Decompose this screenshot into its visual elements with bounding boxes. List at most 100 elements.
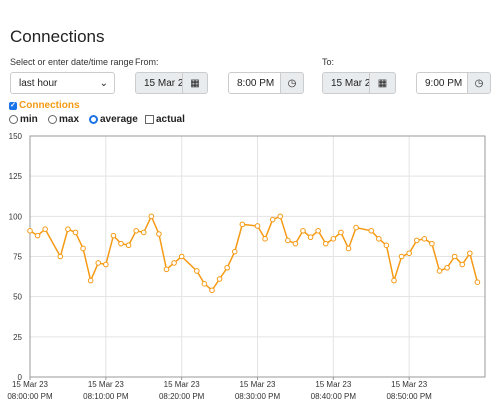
- x-tick-label: 15 Mar 23: [88, 380, 125, 389]
- data-point: [65, 226, 71, 232]
- data-point: [444, 264, 450, 271]
- data-point: [292, 240, 299, 247]
- data-point: [269, 216, 276, 223]
- x-tick-label: 08:40:00 PM: [311, 392, 357, 401]
- y-tick-label: 75: [13, 253, 22, 262]
- data-point: [474, 279, 481, 286]
- data-point: [421, 236, 428, 242]
- range-select[interactable]: last hour ⌄: [10, 72, 115, 94]
- data-point: [413, 237, 420, 244]
- data-point: [406, 250, 412, 257]
- from-time[interactable]: 8:00 PM: [228, 72, 281, 94]
- radio-circle: [89, 115, 98, 124]
- data-point: [330, 236, 337, 242]
- data-point: [338, 229, 344, 236]
- data-point: [171, 260, 177, 266]
- y-tick-label: 100: [9, 212, 23, 221]
- actual-label: actual: [156, 114, 185, 125]
- data-point: [163, 266, 170, 273]
- x-tick-label: 08:50:00 PM: [386, 392, 432, 401]
- y-tick-label: 125: [9, 172, 23, 181]
- data-point: [209, 287, 215, 294]
- data-point: [467, 250, 473, 257]
- data-point: [429, 240, 435, 247]
- actual-toggle[interactable]: actual: [145, 114, 185, 125]
- data-point: [322, 240, 329, 247]
- data-point: [110, 232, 117, 239]
- data-point: [398, 253, 405, 260]
- series-toggle[interactable]: ✓ Connections: [9, 100, 80, 111]
- x-tick-label: 15 Mar 23: [315, 380, 352, 389]
- page-title: Connections: [10, 27, 105, 46]
- dropdown-arrow: ⌄: [99, 77, 108, 89]
- from-label: From:: [135, 57, 159, 67]
- clock-button[interactable]: ◷: [280, 72, 304, 94]
- from-date[interactable]: 15 Mar 2: [135, 72, 183, 94]
- legend-label: Connections: [19, 100, 80, 111]
- data-point: [95, 260, 102, 266]
- data-point: [436, 268, 443, 274]
- chart: 0 25 50 75 100 125 150 15 Mar 23 08:00:00 PM 15 M…: [7, 132, 486, 401]
- plot-frame: [29, 135, 486, 378]
- data-point: [80, 245, 86, 252]
- data-point: [254, 223, 261, 229]
- x-tick-label: 08:00:00 PM: [7, 392, 53, 401]
- data-point: [285, 237, 291, 244]
- mode-label: max: [59, 114, 80, 125]
- data-point: [262, 236, 268, 242]
- mode-radio[interactable]: max: [48, 114, 79, 125]
- data-point: [156, 231, 162, 237]
- data-point: [72, 229, 79, 236]
- data-point: [133, 227, 139, 234]
- data-point: [178, 253, 185, 260]
- x-tick-label: 08:20:00 PM: [159, 392, 205, 401]
- calendar-button[interactable]: ▦: [369, 72, 396, 94]
- x-tick-label: 15 Mar 23: [239, 380, 276, 389]
- data-point: [125, 242, 132, 249]
- data-point: [391, 277, 397, 284]
- clock-button[interactable]: ◷: [467, 72, 491, 94]
- y-tick-label: 0: [18, 373, 23, 382]
- x-tick-label: 08:10:00 PM: [83, 392, 129, 401]
- range-label: Select or enter date/time range: [10, 57, 134, 67]
- data-point: [224, 264, 230, 271]
- x-tick-label: 08:30:00 PM: [235, 392, 281, 401]
- data-point: [300, 227, 306, 234]
- radio-circle: [48, 115, 57, 124]
- data-point: [87, 277, 94, 284]
- x-tick-label: 15 Mar 23: [164, 380, 201, 389]
- to-label: To:: [322, 57, 335, 67]
- data-point: [345, 245, 352, 252]
- data-point: [201, 281, 208, 287]
- data-point: [216, 276, 223, 282]
- data-point: [231, 248, 238, 255]
- data-point: [239, 221, 246, 228]
- y-tick-label: 150: [9, 132, 23, 141]
- data-point: [194, 268, 200, 274]
- to-date[interactable]: 15 Mar 2: [322, 72, 370, 94]
- radio-circle: [9, 115, 18, 124]
- data-point: [353, 224, 359, 231]
- data-point: [57, 253, 64, 260]
- data-point: [27, 227, 33, 234]
- data-point: [383, 242, 390, 249]
- data-point: [277, 213, 284, 220]
- mode-radio[interactable]: average: [89, 114, 138, 125]
- calendar-button[interactable]: ▦: [182, 72, 208, 94]
- data-point: [118, 240, 124, 247]
- mode-label: min: [20, 114, 38, 125]
- data-point: [451, 253, 458, 260]
- to-time[interactable]: 9:00 PM: [416, 72, 468, 94]
- mode-radio[interactable]: min: [9, 114, 38, 125]
- data-point: [34, 232, 41, 239]
- x-tick-label: 15 Mar 23: [12, 380, 49, 389]
- data-point: [148, 213, 155, 220]
- data-point: [315, 227, 321, 234]
- data-point: [140, 229, 147, 236]
- mode-label: average: [100, 114, 138, 125]
- data-point: [459, 261, 466, 268]
- data-point: [42, 226, 48, 232]
- range-value: last hour: [19, 77, 58, 89]
- data-point: [368, 227, 375, 234]
